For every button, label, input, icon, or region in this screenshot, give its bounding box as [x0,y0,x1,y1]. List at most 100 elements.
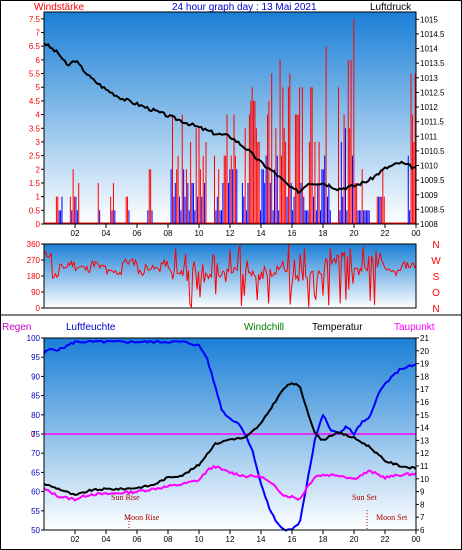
time-axis-bottom: 02 04 06 08 10 12 14 16 18 20 22 00 [71,530,421,544]
pressure-tick-label: 1008 [420,220,438,229]
time-axis: 02 04 06 08 10 12 14 16 18 20 22 00 [71,224,421,238]
temperature-label: Temperatur [312,322,363,333]
sun-rise-label: Sun Rise [111,493,140,502]
pressure-tick-label: 1013 [420,74,438,83]
humidity-temperature-panel: 0 Sun Rise Sun Set Moon Rise Moon Set 50… [27,334,430,544]
compass-label: N [432,304,439,315]
temperature-tick-label: 10 [420,475,429,484]
time-tick-label: 00 [412,535,421,544]
humidity-tick-label: 65 [31,468,40,477]
wind-speed-title: Windstärke [34,2,84,13]
pressure-tick-label: 1015 [420,15,438,24]
humidity-line [43,339,417,532]
temperature-tick-label: 15 [420,411,429,420]
time-tick-label: 18 [319,229,328,238]
pressure-line [43,42,417,195]
compass-label: O [432,288,440,299]
time-tick-label: 10 [195,535,204,544]
wind-speed-tick-label: 5.5 [29,70,41,79]
compass-label: S [433,272,440,283]
wind-speed-tick-label: 6 [36,56,41,65]
humidity-tick-label: 55 [31,507,40,516]
temperature-tick-label: 8 [420,500,425,509]
windchill-label: Windchill [244,322,284,333]
time-tick-label: 06 [133,229,142,238]
pressure-tick-label: 1012.5 [420,88,445,97]
time-tick-label: 16 [288,229,297,238]
humidity-axis: 50 55 60 65 70 75 80 85 90 95 100 [27,334,44,535]
wind-direction-line [43,244,417,308]
pressure-tick-label: 1008.5 [420,205,445,214]
pressure-tick-label: 1010.5 [420,147,445,156]
pressure-tick-label: 1013.5 [420,59,445,68]
humidity-tick-label: 75 [31,430,40,439]
wind-speed-tick-label: 2 [36,165,41,174]
time-tick-label: 02 [71,535,80,544]
wind-speed-tick-label: 1.5 [29,179,41,188]
compass-label: N [432,240,439,251]
time-tick-label: 22 [381,229,390,238]
wind-speed-tick-label: 0.5 [29,206,41,215]
temperature-tick-label: 13 [420,436,429,445]
time-tick-label: 00 [412,229,421,238]
wind-direction-tick-label: 180 [27,272,41,281]
pressure-tick-label: 1014 [420,45,438,54]
wind-speed-tick-label: 7.5 [29,15,41,24]
humidity-tick-label: 85 [31,392,40,401]
time-tick-label: 14 [257,535,266,544]
temperature-tick-label: 9 [420,488,425,497]
temperature-tick-label: 7 [420,513,425,522]
time-tick-label: 10 [195,229,204,238]
wind-speed-tick-label: 3 [36,138,41,147]
moon-set-label: Moon Set [376,513,408,522]
wind-speed-tick-label: 3.5 [29,124,41,133]
humidity-tick-label: 60 [31,488,40,497]
pressure-tick-label: 1009.5 [420,176,445,185]
pressure-tick-label: 1011.5 [420,118,444,127]
time-tick-label: 18 [319,535,328,544]
humidity-label: Luftfeuchte [66,322,116,333]
wind-direction-tick-label: 270 [27,256,41,265]
humidity-tick-label: 80 [31,411,40,420]
humidity-tick-label: 95 [31,353,40,362]
moon-rise-label: Moon Rise [124,513,160,522]
wind-speed-series [44,18,416,224]
pressure-tick-label: 1010 [420,162,438,171]
time-tick-label: 22 [381,535,390,544]
time-tick-label: 12 [226,535,235,544]
wind-pressure-panel: 00.511.522.533.544.555.566.577.5 1008100… [29,11,445,238]
compass-label: W [431,256,441,267]
wind-speed-tick-label: 5 [36,83,41,92]
wind-speed-tick-label: 6.5 [29,42,41,51]
graph-title: 24 hour graph day : 13 Mai 2021 [172,2,317,13]
time-tick-label: 16 [288,535,297,544]
dewpoint-label: Taupunkt [394,322,435,333]
wind-speed-tick-label: 7 [36,29,41,38]
temperature-tick-label: 18 [420,372,429,381]
temperature-axis: 6 7 8 9 10 11 12 13 14 15 16 17 18 19 20 21 [416,334,429,535]
time-tick-label: 04 [102,535,111,544]
sun-set-label: Sun Set [352,493,377,502]
time-tick-label: 12 [226,229,235,238]
pressure-tick-label: 1011 [420,132,438,141]
temperature-tick-label: 14 [420,424,429,433]
temperature-tick-label: 17 [420,385,429,394]
temperature-tick-label: 16 [420,398,429,407]
pressure-tick-label: 1012 [420,103,438,112]
wind-direction-tick-label: 0 [36,304,41,313]
time-tick-label: 06 [133,535,142,544]
wind-direction-tick-label: 360 [27,240,41,249]
time-tick-label: 08 [164,229,173,238]
wind-speed-tick-label: 2.5 [29,152,41,161]
wind-speed-axis: 0 0.5 1 1.5 2 2.5 3 3.5 4 4.5 5 5.5 6 6.5 7 7.5 [29,15,44,229]
temperature-tick-label: 11 [420,462,429,471]
wind-speed-tick-label: 4 [36,111,41,120]
time-tick-label: 14 [257,229,266,238]
zero-label: 0 [31,430,36,439]
temperature-tick-label: 6 [420,526,425,535]
time-tick-label: 20 [350,229,359,238]
wind-direction-axis: 0 90 180 270 360 [27,240,44,313]
